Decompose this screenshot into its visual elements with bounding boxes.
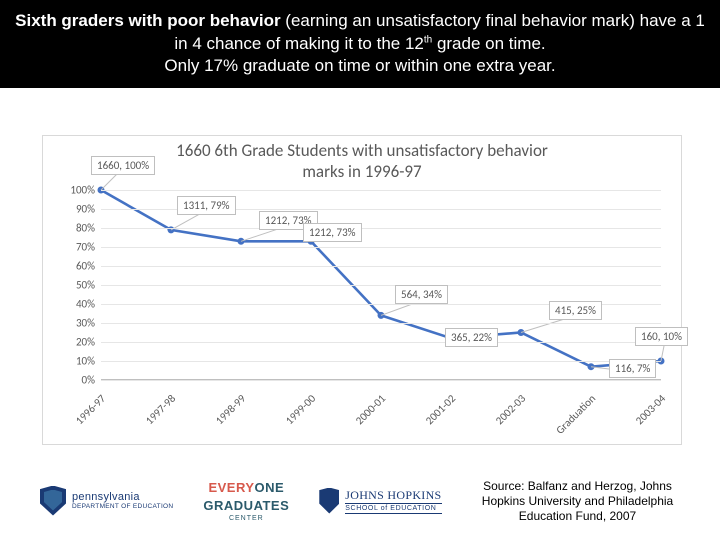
jh-line2: SCHOOL of EDUCATION <box>345 503 441 514</box>
x-tick-label: 1999-00 <box>283 392 318 427</box>
gridline <box>101 266 661 267</box>
y-tick: 30% <box>76 317 95 330</box>
data-label: 365, 22% <box>445 328 498 347</box>
x-tick-label: 1996-97 <box>73 392 108 427</box>
banner-sup: th <box>424 34 432 45</box>
eg-w3: GRADUATES <box>203 498 289 513</box>
series-line <box>101 190 661 367</box>
x-tick-label: 2001-02 <box>423 392 458 427</box>
banner-text: Sixth graders with poor behavior (earnin… <box>0 10 720 79</box>
y-tick: 40% <box>76 298 95 311</box>
gridline <box>101 380 661 381</box>
gridline <box>101 361 661 362</box>
y-tick: 90% <box>76 203 95 216</box>
plot-area <box>101 190 661 380</box>
shield-icon <box>319 488 339 514</box>
jh-line1: JOHNS HOPKINS <box>345 488 441 503</box>
x-tick-label: 1997-98 <box>143 392 178 427</box>
banner-bold: Sixth graders with poor behavior <box>15 11 280 30</box>
pa-line1: pennsylvania <box>72 491 173 503</box>
data-label: 415, 25% <box>549 301 602 320</box>
y-tick: 0% <box>82 374 95 387</box>
data-label: 564, 34% <box>395 285 448 304</box>
banner-line2: Only 17% graduate on time or within one … <box>164 56 555 75</box>
y-tick: 10% <box>76 355 95 368</box>
x-tick-label: 2002-03 <box>493 392 528 427</box>
gridline <box>101 228 661 229</box>
chart-container: 1660 6th Grade Students with unsatisfact… <box>42 135 682 445</box>
y-tick: 50% <box>76 279 95 292</box>
title-banner: Sixth graders with poor behavior (earnin… <box>0 0 720 88</box>
gridline <box>101 323 661 324</box>
y-tick: 20% <box>76 336 95 349</box>
eg-w1: EVERY <box>208 480 254 495</box>
banner-b: grade on time. <box>432 34 545 53</box>
y-tick: 80% <box>76 222 95 235</box>
data-label: 1311, 79% <box>177 196 236 215</box>
x-tick-label: 2003-04 <box>633 392 668 427</box>
shield-icon <box>40 486 66 516</box>
logo-row: pennsylvania DEPARTMENT OF EDUCATION EVE… <box>40 479 442 522</box>
logo-everyone-graduates: EVERYONE GRADUATES CENTER <box>203 479 289 522</box>
source-text: Source: Balfanz and Herzog, Johns Hopkin… <box>465 479 690 524</box>
logo-pennsylvania: pennsylvania DEPARTMENT OF EDUCATION <box>40 486 173 516</box>
eg-w2: ONE <box>255 480 285 495</box>
x-tick-label: 2000-01 <box>353 392 388 427</box>
data-label: 160, 10% <box>635 327 688 346</box>
gridline <box>101 190 661 191</box>
pa-line2: DEPARTMENT OF EDUCATION <box>72 503 173 510</box>
series-marker <box>238 238 244 244</box>
gridline <box>101 342 661 343</box>
y-tick: 70% <box>76 241 95 254</box>
eg-w4: CENTER <box>203 515 289 522</box>
y-tick: 60% <box>76 260 95 273</box>
data-label: 116, 7% <box>609 359 656 378</box>
gridline <box>101 247 661 248</box>
y-tick: 100% <box>70 184 95 197</box>
x-tick-label: Graduation <box>553 392 598 437</box>
gridline <box>101 285 661 286</box>
data-label: 1212, 73% <box>303 223 362 242</box>
y-axis: 0%10%20%30%40%50%60%70%80%90%100% <box>43 190 101 380</box>
data-label: 1660, 100% <box>91 156 155 175</box>
x-tick-label: 1998-99 <box>213 392 248 427</box>
logo-johns-hopkins: JOHNS HOPKINS SCHOOL of EDUCATION <box>319 488 441 514</box>
